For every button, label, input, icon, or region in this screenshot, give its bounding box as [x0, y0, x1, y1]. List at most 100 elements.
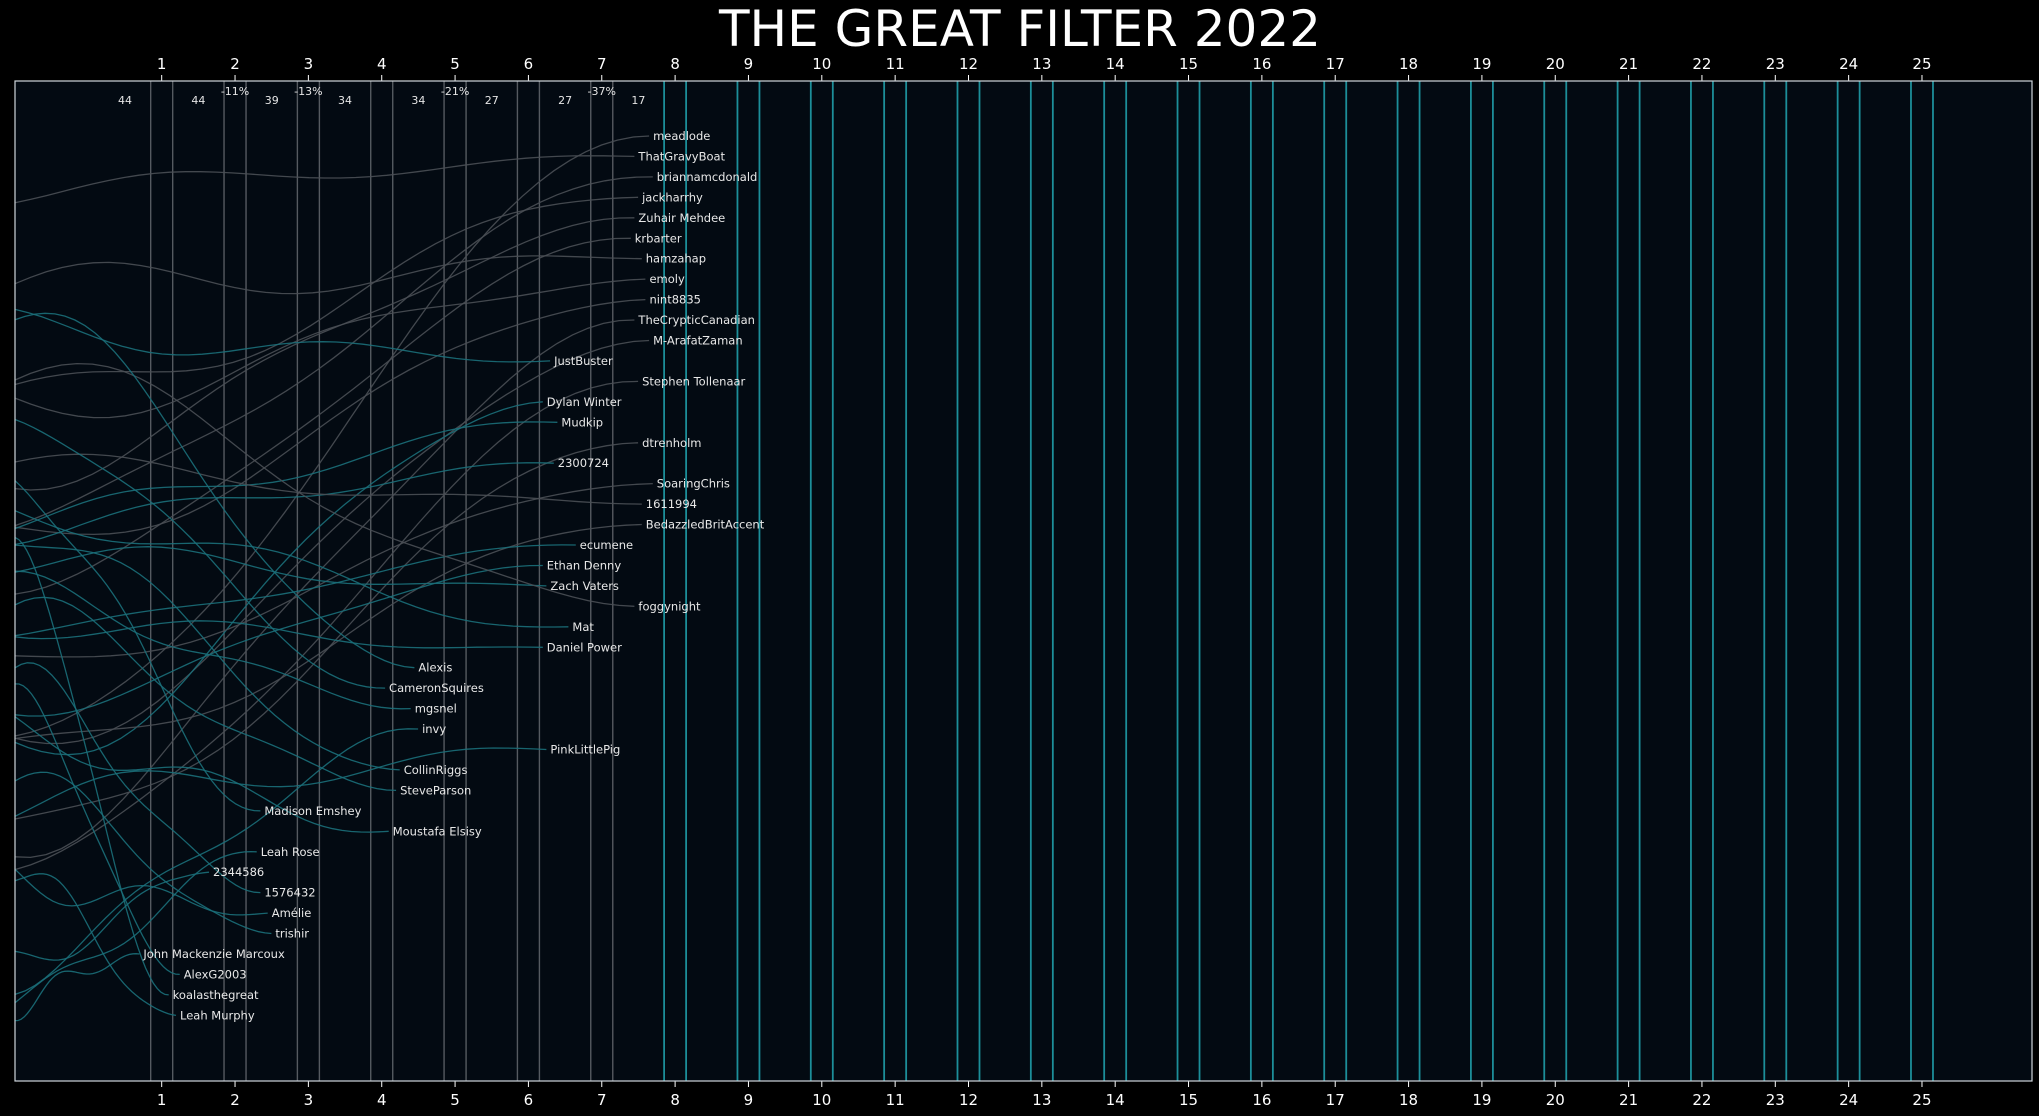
- round-counts: 44 44 -11% 39 -13% 34 34 -21% 27 27 -37% 17: [118, 85, 645, 107]
- round-count-2: -11%: [221, 85, 249, 98]
- x-tick-bottom-13: 13: [1032, 1091, 1051, 1109]
- participant-label: Mat: [572, 620, 594, 634]
- strand-1611994: [14, 453, 642, 505]
- x-tick-top-25: 25: [1912, 55, 1931, 73]
- strand-Zach Vaters: [14, 546, 547, 587]
- participant-label: 2300724: [558, 456, 609, 470]
- participant-label: Zach Vaters: [550, 579, 619, 593]
- participant-label: PinkLittlePig: [550, 743, 620, 757]
- x-tick-top-13: 13: [1032, 55, 1051, 73]
- x-tick-top-12: 12: [959, 55, 978, 73]
- strand-briannamcdonald: [14, 176, 653, 527]
- participant-label: meadlode: [653, 129, 710, 143]
- participant-label: 2344586: [213, 865, 264, 879]
- round-count-0: 44: [118, 94, 132, 107]
- x-tick-top-15: 15: [1179, 55, 1198, 73]
- strand-hamzahap: [14, 255, 642, 295]
- round-count-11: 17: [631, 94, 645, 107]
- strand-Madison Emshey: [14, 480, 261, 812]
- x-tick-top-18: 18: [1399, 55, 1418, 73]
- participant-label: koalasthegreat: [173, 988, 259, 1002]
- strand-2300724: [14, 462, 554, 546]
- participant-label: AlexG2003: [184, 967, 247, 981]
- x-tick-bottom-19: 19: [1472, 1091, 1491, 1109]
- strands: [14, 135, 653, 1022]
- participant-label: BedazzledBritAccent: [646, 518, 765, 532]
- participant-label: dtrenholm: [642, 436, 701, 450]
- x-tick-bottom-12: 12: [959, 1091, 978, 1109]
- participant-labels: meadlode ThatGravyBoat briannamcdonald jack…: [142, 129, 764, 1022]
- participant-label: M-ArafatZaman: [653, 334, 743, 348]
- x-tick-bottom-17: 17: [1326, 1091, 1345, 1109]
- participant-label: Leah Rose: [261, 845, 320, 859]
- x-tick-bottom-15: 15: [1179, 1091, 1198, 1109]
- strand-nint8835: [14, 298, 646, 536]
- participant-label: krbarter: [635, 231, 682, 245]
- x-tick-top-9: 9: [744, 55, 754, 73]
- round-count-3: 39: [265, 94, 279, 107]
- participant-label: ThatGravyBoat: [637, 149, 725, 163]
- participant-label: trishir: [275, 927, 309, 941]
- plot-area: [15, 81, 2032, 1081]
- x-tick-top-24: 24: [1839, 55, 1858, 73]
- strand-SoaringChris: [14, 482, 653, 658]
- x-tick-top-10: 10: [812, 55, 831, 73]
- x-tick-bottom-14: 14: [1106, 1091, 1125, 1109]
- participant-label: ecumene: [580, 538, 633, 552]
- participant-label: Stephen Tollenaar: [642, 374, 745, 388]
- x-tick-bottom-1: 1: [157, 1091, 167, 1109]
- participant-label: TheCrypticCanadian: [637, 313, 755, 327]
- x-tick-bottom-10: 10: [812, 1091, 831, 1109]
- round-count-1: 44: [191, 94, 205, 107]
- round-count-6: 34: [411, 94, 425, 107]
- strand-PinkLittlePig: [14, 747, 547, 817]
- x-tick-bottom-7: 7: [597, 1091, 607, 1109]
- x-tick-top-23: 23: [1766, 55, 1785, 73]
- participant-label: JustBuster: [553, 354, 613, 368]
- round-count-7: -21%: [441, 85, 469, 98]
- x-tick-bottom-8: 8: [670, 1091, 680, 1109]
- strand-Amélie: [14, 868, 268, 916]
- participant-label: invy: [422, 722, 446, 736]
- participant-label: Dylan Winter: [547, 395, 622, 409]
- participant-label: nint8835: [649, 293, 701, 307]
- participant-label: emoly: [649, 272, 685, 286]
- x-tick-bottom-11: 11: [886, 1091, 905, 1109]
- strand-Daniel Power: [14, 620, 543, 649]
- strand-krbarter: [14, 237, 631, 595]
- strand-Leah Murphy: [14, 873, 177, 1017]
- participant-label: jackharrhy: [641, 190, 703, 204]
- participant-label: John Mackenzie Marcoux: [142, 947, 285, 961]
- strand-mgsnel: [14, 570, 411, 710]
- strand-Mat: [14, 510, 569, 628]
- round-count-4: -13%: [294, 85, 322, 98]
- x-tick-top-1: 1: [157, 55, 167, 73]
- participant-label: CollinRiggs: [404, 763, 468, 777]
- participant-label: Moustafa Elsisy: [393, 824, 482, 838]
- x-tick-top-14: 14: [1106, 55, 1125, 73]
- participant-label: 1576432: [264, 886, 315, 900]
- x-tick-bottom-2: 2: [230, 1091, 240, 1109]
- x-tick-top-4: 4: [377, 55, 387, 73]
- x-tick-bottom-3: 3: [304, 1091, 314, 1109]
- strand-SteveParson: [14, 596, 397, 792]
- participant-label: SoaringChris: [657, 477, 730, 491]
- strand-CameronSquires: [14, 418, 386, 689]
- strand-Stephen Tollenaar: [14, 380, 639, 871]
- x-tick-bottom-6: 6: [524, 1091, 534, 1109]
- strand-M-ArafatZaman: [14, 339, 650, 745]
- x-axis-ticks: 1122334455667788991010111112121313141415…: [157, 55, 1932, 1109]
- strand-meadlode: [14, 135, 650, 737]
- strand-John Mackenzie Marcoux: [14, 953, 140, 1022]
- strand-dtrenholm: [14, 442, 639, 820]
- x-tick-bottom-22: 22: [1692, 1091, 1711, 1109]
- strand-ecumene: [14, 544, 576, 637]
- strand-1576432: [14, 662, 261, 894]
- strand-Dylan Winter: [14, 401, 543, 756]
- x-tick-top-17: 17: [1326, 55, 1345, 73]
- strand-Zuhair Mehdee: [14, 217, 635, 491]
- strand-invy: [14, 728, 419, 996]
- x-tick-bottom-18: 18: [1399, 1091, 1418, 1109]
- strand-Mudkip: [14, 421, 558, 530]
- strand-emoly: [14, 278, 646, 419]
